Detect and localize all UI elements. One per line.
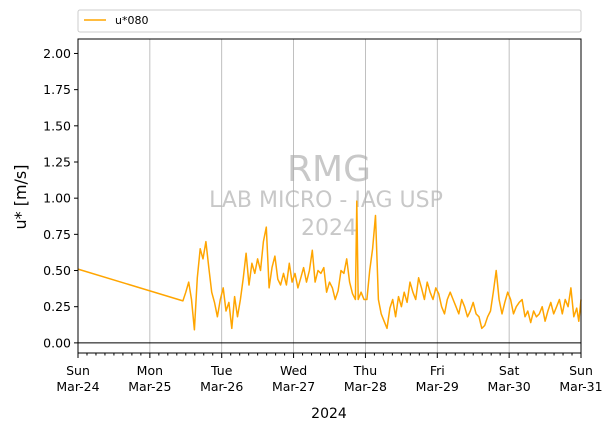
x-tick-label-date: Mar-31	[559, 379, 602, 394]
y-tick-label: 0.50	[43, 263, 71, 278]
x-tick-label-day: Tue	[210, 363, 233, 378]
x-tick-label-day: Thu	[353, 363, 377, 378]
x-axis-title: 2024	[311, 406, 347, 422]
x-tick-label-day: Mon	[137, 363, 163, 378]
y-tick-label: 1.25	[43, 154, 71, 169]
x-tick-label-date: Mar-28	[344, 379, 387, 394]
x-tick-label-date: Mar-25	[128, 379, 171, 394]
x-tick-label-day: Sat	[499, 363, 520, 378]
x-axis: SunMar-24MonMar-25TueMar-26WedMar-27ThuM…	[56, 353, 603, 394]
y-tick-label: 0.00	[43, 335, 71, 350]
x-tick-label-day: Sun	[569, 363, 593, 378]
watermark-line-3: 2024	[301, 216, 357, 241]
x-tick-label-day: Sun	[66, 363, 90, 378]
legend-frame	[77, 9, 582, 33]
legend-label: u*080	[115, 14, 148, 27]
x-tick-label-date: Mar-27	[272, 379, 315, 394]
x-tick-label-date: Mar-29	[416, 379, 459, 394]
legend: u*080	[77, 9, 582, 33]
y-tick-label: 0.25	[43, 299, 71, 314]
y-tick-label: 1.50	[43, 118, 71, 133]
x-tick-label-day: Wed	[280, 363, 307, 378]
x-tick-label-date: Mar-26	[200, 379, 243, 394]
y-tick-label: 0.75	[43, 227, 71, 242]
watermark: RMG LAB MICRO - IAG USP 2024	[209, 149, 443, 241]
y-axis-title: u* [m/s]	[11, 164, 30, 229]
watermark-line-1: RMG	[287, 149, 371, 190]
watermark-line-2: LAB MICRO - IAG USP	[209, 188, 443, 213]
series-line-u080	[77, 200, 582, 331]
x-tick-label-date: Mar-24	[56, 379, 99, 394]
x-tick-label-day: Fri	[430, 363, 445, 378]
x-tick-label-date: Mar-30	[488, 379, 531, 394]
y-tick-label: 2.00	[43, 46, 71, 61]
y-axis: 0.00 0.25 0.50 0.75 1.00 1.25 1.50 1.75 2.00	[43, 46, 78, 350]
gridlines	[149, 39, 510, 353]
y-tick-label: 1.00	[43, 191, 71, 206]
y-tick-label: 1.75	[43, 82, 71, 97]
